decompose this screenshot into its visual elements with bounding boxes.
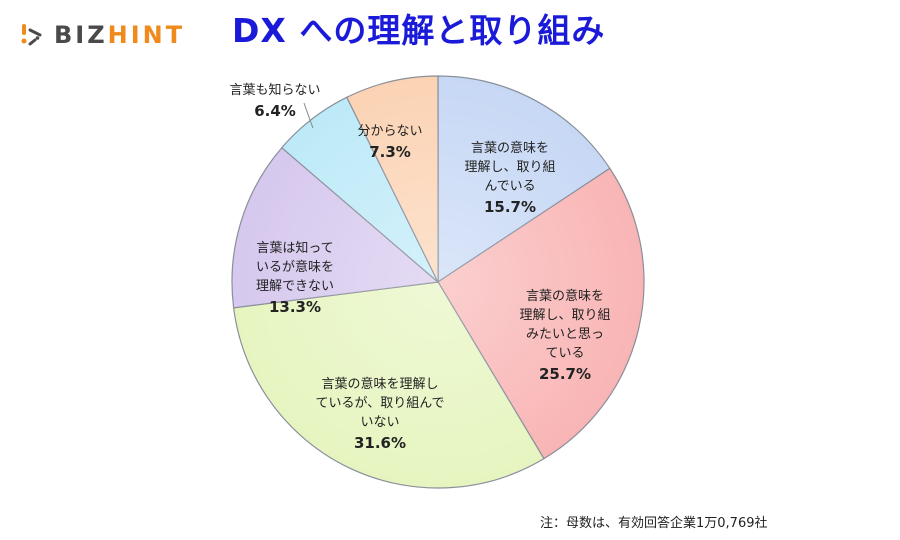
pie-slice-highlight (438, 168, 644, 459)
slice-label-text: 言葉の意味を 理解し、取り組 んでいる (464, 141, 556, 194)
slice-label-engaging: 言葉の意味を 理解し、取り組 んでいる 15.7% (455, 120, 565, 237)
slice-label-text: 言葉は知って いるが意味を 理解できない (255, 241, 334, 294)
chart-title: DX への理解と取り組み (232, 11, 606, 50)
slice-percent: 25.7% (538, 365, 592, 383)
logo-biz-text: BIZ (54, 21, 108, 49)
slice-percent: 13.3% (268, 298, 322, 316)
slice-label-want-to-engage: 言葉の意味を 理解し、取り組 みたいと思っ ている 25.7% (500, 268, 630, 404)
slice-label-dont-know-word: 言葉も知らない 6.4% (225, 62, 325, 141)
slice-label-text: 言葉の意味を 理解し、取り組 みたいと思っ ている (519, 289, 611, 361)
pie-slice-highlight (232, 147, 438, 308)
leader-line (303, 102, 314, 129)
slice-percent: 6.4% (254, 102, 296, 120)
bizhint-logo-icon (21, 24, 42, 46)
slice-label-text: 言葉も知らない (229, 83, 321, 98)
slice-label-unknown: 分からない 7.3% (345, 103, 435, 182)
footnote: 注：母数は、有効回答企業1万0,769社 (540, 516, 768, 531)
pie-slice-highlight (233, 282, 544, 488)
pie-slice-highlight (281, 97, 438, 282)
slice-percent: 7.3% (369, 143, 411, 161)
slice-label-know-word-only: 言葉は知って いるが意味を 理解できない 13.3% (240, 220, 350, 337)
slice-label-text: 分からない (357, 124, 423, 139)
logo-hint-text: HINT (107, 21, 186, 49)
bizhint-logo: BIZHINT (20, 20, 185, 50)
slice-label-text: 言葉の意味を理解し ているが、取り組んで いない (315, 377, 445, 430)
pie-slice-highlight (438, 76, 610, 282)
slice-label-not-engaging: 言葉の意味を理解し ているが、取り組んで いない 31.6% (300, 356, 460, 473)
pie-slice-highlight (346, 76, 438, 282)
slice-percent: 31.6% (353, 434, 407, 452)
slice-percent: 15.7% (483, 198, 537, 216)
logo-wordmark: BIZHINT (54, 20, 185, 50)
